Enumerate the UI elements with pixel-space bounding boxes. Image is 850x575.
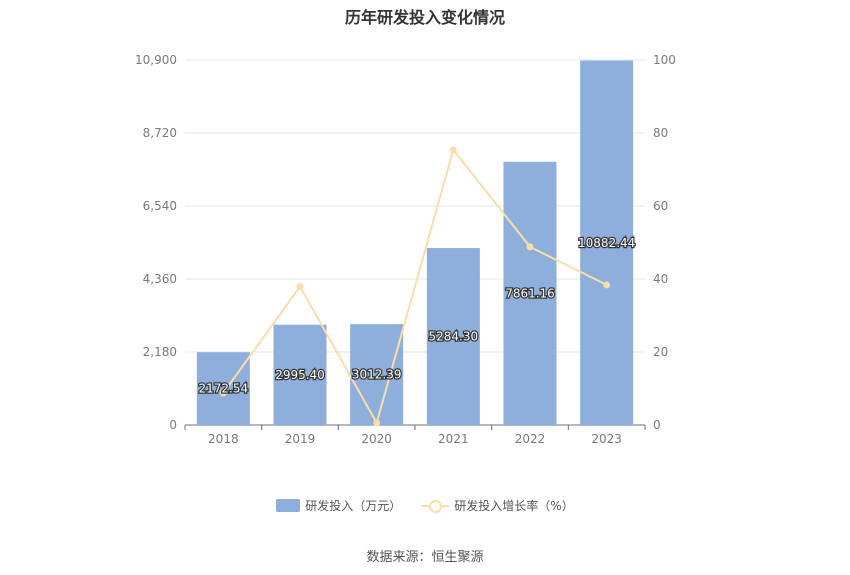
bar-value-label: 7861.16 <box>505 286 555 300</box>
y-right-tick-label: 60 <box>653 199 668 213</box>
legend-item-bar[interactable]: 研发投入（万元） <box>276 497 401 514</box>
x-tick-label: 2023 <box>591 432 622 446</box>
y-right-tick-label: 20 <box>653 345 668 359</box>
bar-series <box>196 60 634 426</box>
y-left-tick-label: 2,180 <box>143 345 177 359</box>
chart-title: 历年研发投入变化情况 <box>344 8 505 27</box>
y-left-tick-label: 0 <box>169 418 177 432</box>
bar-labels: 2172.54 2995.40 3012.39 5284.30 7861.16 10882… <box>197 235 636 397</box>
line-point <box>373 419 381 427</box>
bar <box>273 324 327 425</box>
line-point <box>219 389 227 397</box>
x-tick-label: 2020 <box>361 432 392 446</box>
legend-bar-swatch <box>276 499 301 512</box>
bar-value-label: 2995.40 <box>275 368 325 382</box>
line-point <box>526 243 534 251</box>
legend-label-bar: 研发投入（万元） <box>305 499 402 513</box>
y-left-tick-label: 10,900 <box>135 53 177 67</box>
line-series <box>219 146 611 427</box>
x-tick-label: 2019 <box>285 432 316 446</box>
line-point <box>603 281 611 289</box>
source-note: 数据来源：恒生聚源 <box>366 550 484 565</box>
y-right-tick-label: 40 <box>653 272 668 286</box>
legend: 研发投入（万元） 研发投入增长率（%） <box>0 497 850 514</box>
y-left-tick-label: 4,360 <box>143 272 177 286</box>
x-tick-label: 2021 <box>438 432 469 446</box>
growth-line <box>222 147 608 426</box>
legend-item-line[interactable]: 研发投入增长率（%） <box>421 497 574 514</box>
bar <box>350 324 404 425</box>
line-point <box>449 146 457 154</box>
line-point <box>296 283 304 291</box>
y-left-tick-label: 6,540 <box>143 199 177 213</box>
legend-label-line: 研发投入增长率（%） <box>454 499 574 513</box>
axes: 0 2,180 4,360 6,540 8,720 10,900 0 20 40 60 80 100 2… <box>135 53 676 446</box>
bar <box>580 60 634 426</box>
bar <box>503 161 557 425</box>
x-tick-label: 2022 <box>515 432 546 446</box>
bar-value-label: 5284.30 <box>429 330 479 344</box>
bar-value-label: 3012.39 <box>352 368 402 382</box>
y-left-tick-label: 8,720 <box>143 126 177 140</box>
legend-line-swatch <box>421 499 450 513</box>
y-right-tick-label: 0 <box>653 418 661 432</box>
bar-value-label: 2172.54 <box>199 382 249 396</box>
bar <box>426 248 480 425</box>
bar-value-label: 10882.44 <box>578 236 635 250</box>
bar <box>196 352 250 425</box>
grid-lines <box>185 59 645 353</box>
y-right-tick-label: 80 <box>653 126 668 140</box>
x-tick-label: 2018 <box>208 432 239 446</box>
y-right-tick-label: 100 <box>653 53 676 67</box>
